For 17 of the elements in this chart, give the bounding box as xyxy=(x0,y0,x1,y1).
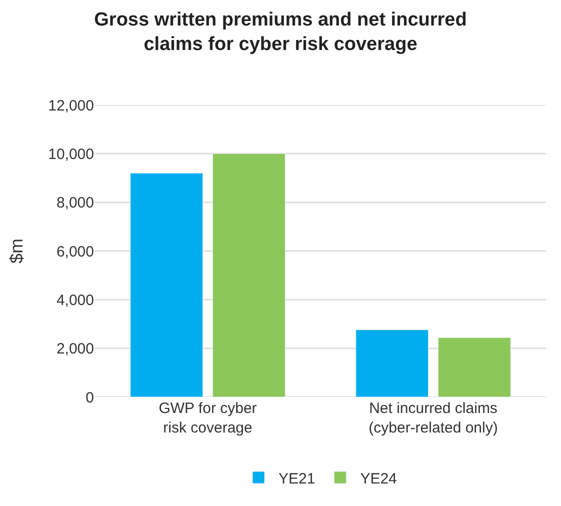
y-tick-label: 10,000 xyxy=(48,146,94,163)
legend-label: YE24 xyxy=(360,470,397,488)
y-tick-label: 6,000 xyxy=(56,243,94,260)
bar xyxy=(356,330,429,397)
y-tick-label: 2,000 xyxy=(56,340,94,358)
x-tick-label: GWP for cyber risk coverage xyxy=(158,400,257,436)
bar xyxy=(212,153,286,397)
y-tick-label: 8,000 xyxy=(56,194,94,212)
bar xyxy=(438,337,511,397)
y-axis-title: $m xyxy=(6,238,26,264)
y-tick-label: 4,000 xyxy=(56,292,94,309)
y-tick-label: 0 xyxy=(86,389,94,406)
x-tick-label: Net incurred claims (cyber-related only) xyxy=(368,400,498,436)
legend-label: YE21 xyxy=(278,470,316,488)
bar xyxy=(130,172,204,397)
y-tick-label: 12,000 xyxy=(48,97,94,114)
chart-title: Gross written premiums and net incurred claims for cyber risk coverage xyxy=(94,9,467,55)
